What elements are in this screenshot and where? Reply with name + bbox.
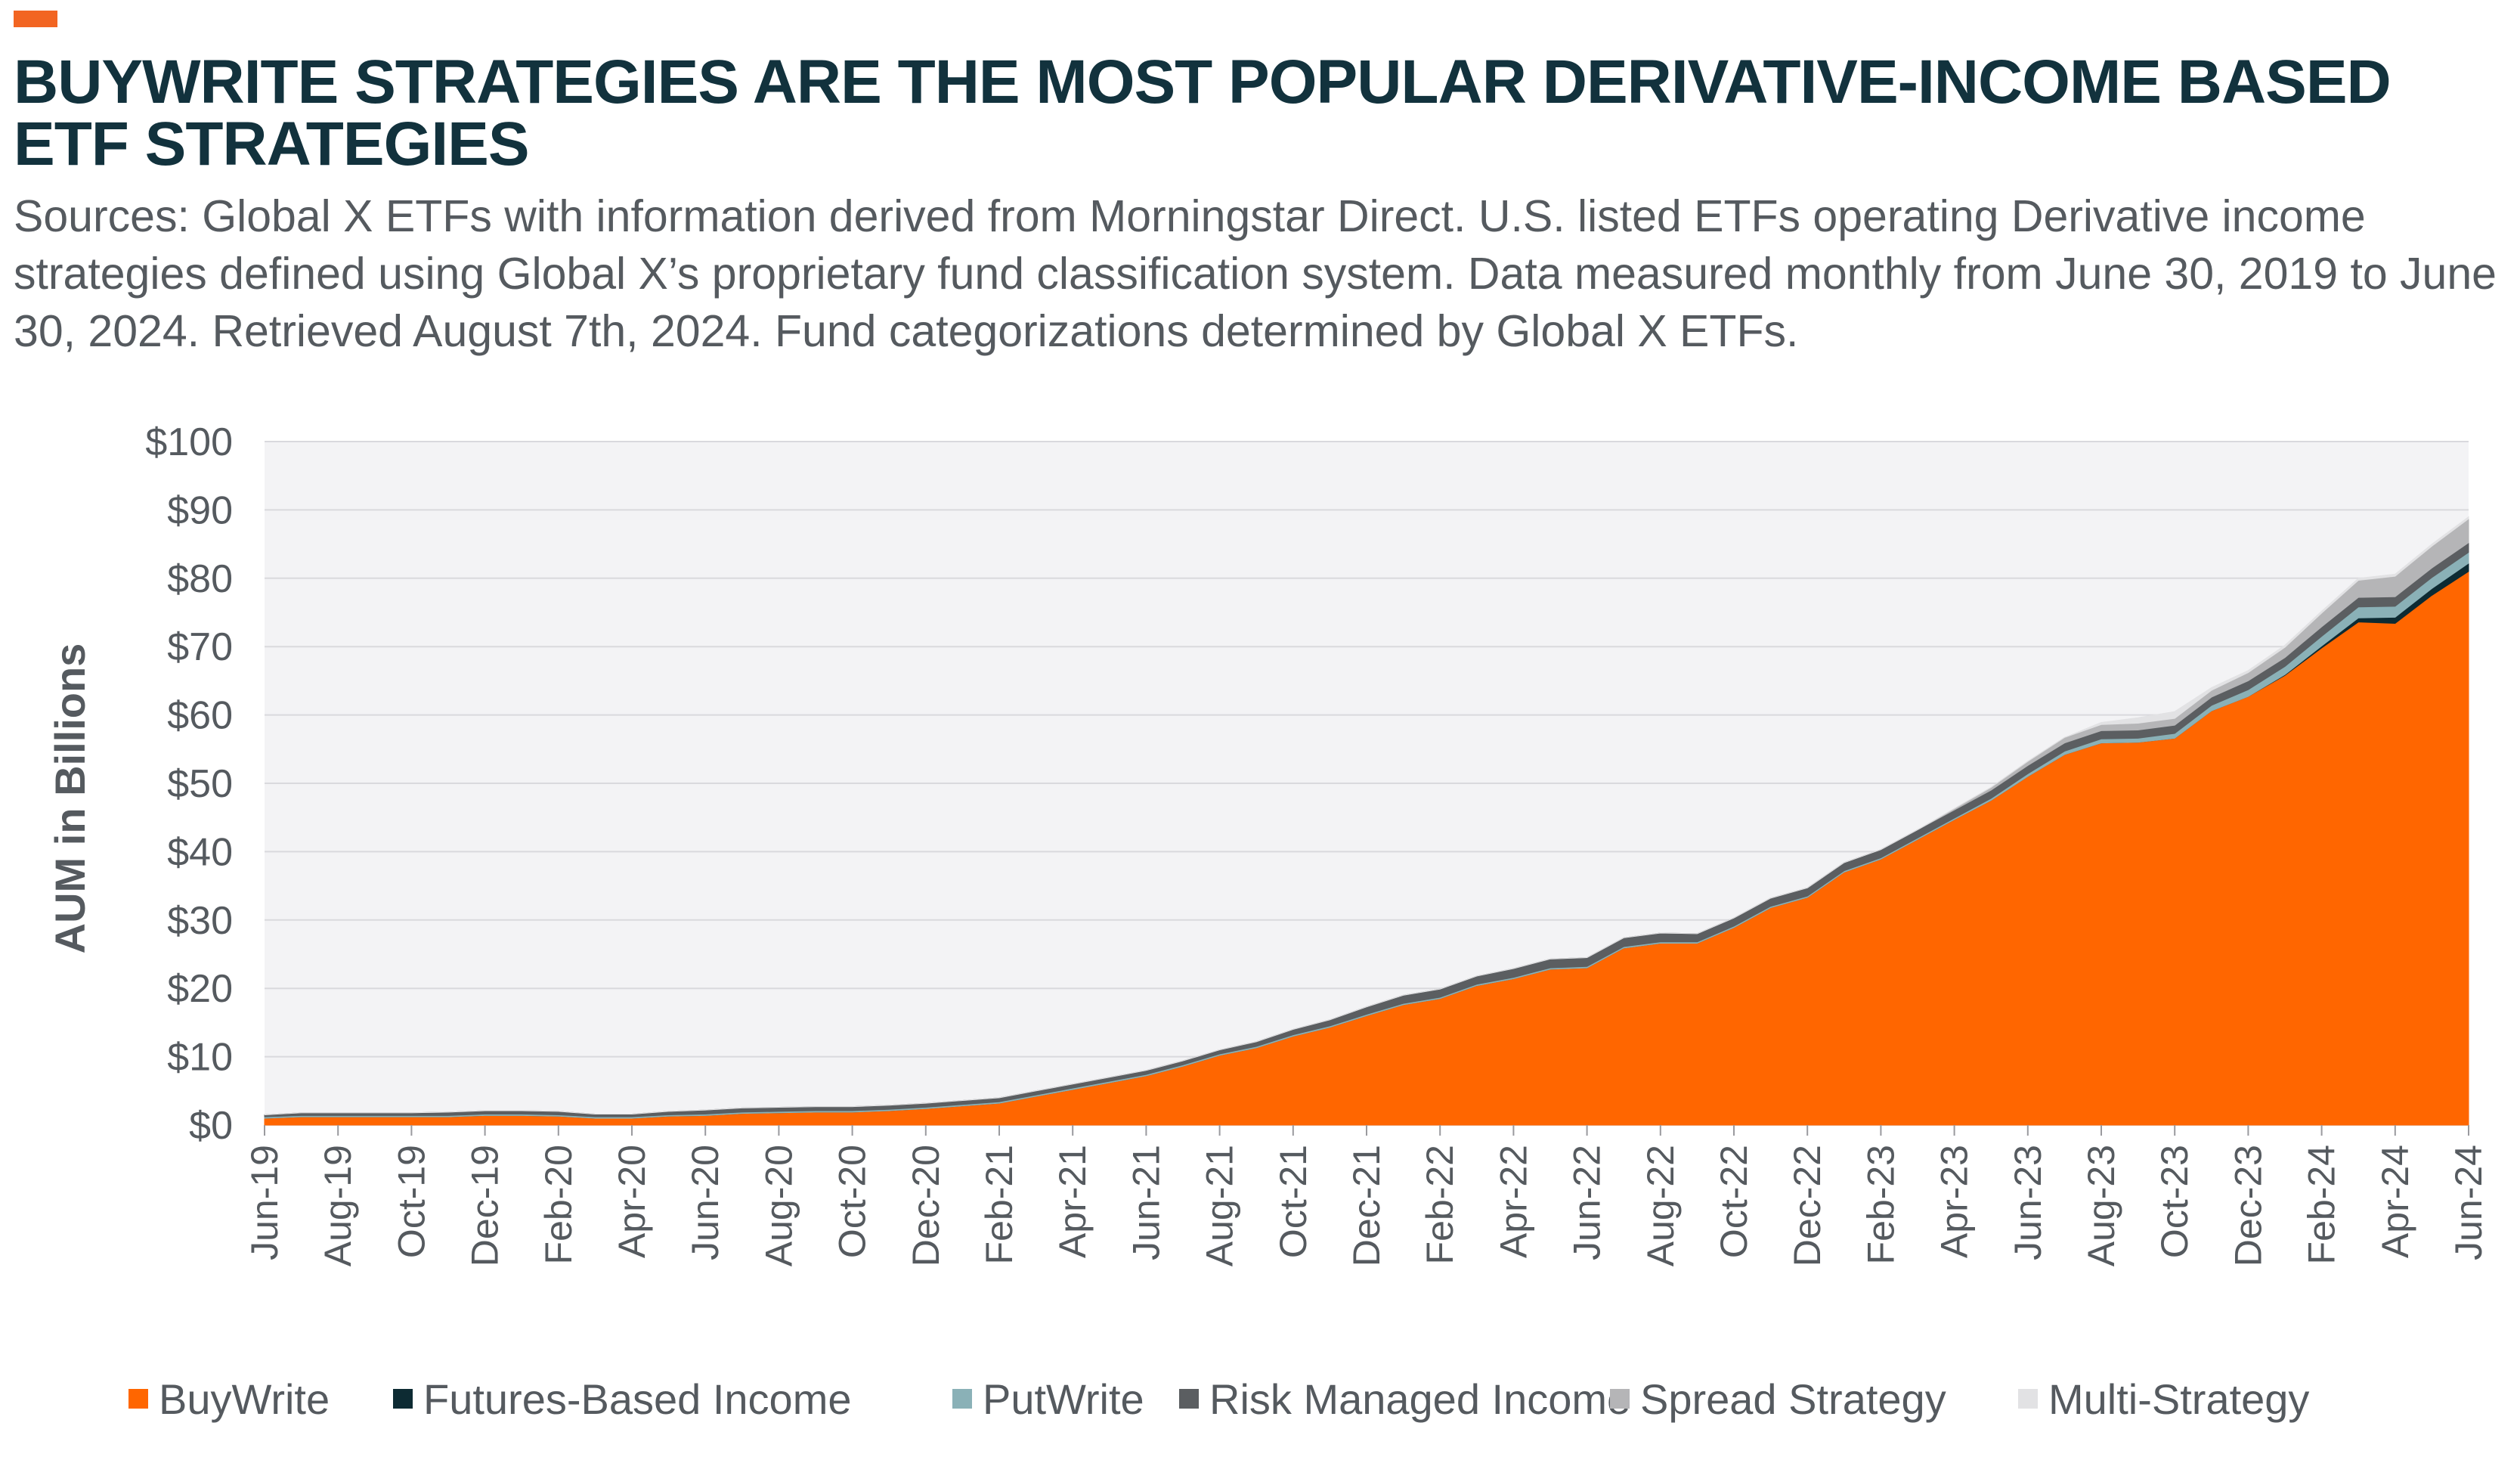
y-tick-label: $30 xyxy=(167,899,233,943)
legend-label: Futures-Based Income xyxy=(423,1375,852,1423)
y-tick-label: $20 xyxy=(167,967,233,1011)
chart-title: BUYWRITE STRATEGIES ARE THE MOST POPULAR… xyxy=(14,48,2392,178)
series-areas xyxy=(264,516,2469,1126)
x-tick-label: Dec-20 xyxy=(905,1145,947,1266)
x-tick-label: Oct-19 xyxy=(390,1145,432,1258)
x-tick-label: Jun-19 xyxy=(243,1145,286,1260)
legend: BuyWrite Futures-Based Income PutWrite Risk… xyxy=(128,1369,2472,1429)
legend-swatch xyxy=(2018,1389,2038,1409)
legend-label: PutWrite xyxy=(983,1375,1144,1423)
legend-swatch xyxy=(128,1389,148,1409)
x-tick-label: Aug-22 xyxy=(1639,1145,1682,1266)
legend-item: Multi-Strategy xyxy=(2018,1369,2309,1429)
y-tick-label: $90 xyxy=(167,488,233,532)
y-tick-label: $60 xyxy=(167,694,233,738)
x-tick-label: Aug-23 xyxy=(2080,1145,2122,1266)
y-tick-label: $70 xyxy=(167,625,233,669)
y-tick-label: $80 xyxy=(167,557,233,601)
y-tick-label: $50 xyxy=(167,762,233,806)
legend-item: PutWrite xyxy=(952,1369,1144,1429)
x-tick-label: Jun-21 xyxy=(1125,1145,1167,1260)
x-tick-label: Apr-24 xyxy=(2374,1145,2416,1258)
legend-item: BuyWrite xyxy=(128,1369,330,1429)
x-tick-label: Feb-21 xyxy=(978,1145,1020,1264)
x-tick-label: Dec-23 xyxy=(2227,1145,2269,1266)
legend-swatch xyxy=(1610,1389,1630,1409)
legend-label: Spread Strategy xyxy=(1640,1375,1946,1423)
area-multi-strategy xyxy=(264,516,2469,1115)
x-tick-label: Oct-23 xyxy=(2153,1145,2196,1258)
legend-item: Futures-Based Income xyxy=(393,1369,851,1429)
legend-label: Multi-Strategy xyxy=(2048,1375,2310,1423)
y-tick-label: $10 xyxy=(167,1036,233,1080)
x-tick-label: Dec-19 xyxy=(464,1145,506,1266)
x-tick-label: Jun-20 xyxy=(684,1145,726,1260)
chart-subtitle: Sources: Global X ETFs with information … xyxy=(14,191,2497,356)
y-axis-ticks: $0 $10 $20 $30 $40 $50 $60 $70 $80 $90 $100 xyxy=(145,420,233,1148)
x-tick-label: Jun-22 xyxy=(1566,1145,1608,1260)
x-tick-label: Dec-22 xyxy=(1786,1145,1828,1266)
x-tick-label: Oct-21 xyxy=(1272,1145,1314,1258)
x-tick-label: Jun-23 xyxy=(2007,1145,2049,1260)
x-tick-label: Dec-21 xyxy=(1345,1145,1388,1266)
legend-label: BuyWrite xyxy=(159,1375,330,1423)
x-tick-label: Feb-24 xyxy=(2301,1145,2343,1264)
x-tick-label: Feb-23 xyxy=(1859,1145,1902,1264)
x-tick-label: Oct-22 xyxy=(1713,1145,1755,1258)
y-tick-label: $40 xyxy=(167,830,233,874)
x-axis-ticks: Jun-19 Aug-19 Oct-19 Dec-19 Feb-20 Apr-20 Jun-… xyxy=(243,1125,2490,1266)
legend-item: Risk Managed Income xyxy=(1179,1369,1630,1429)
legend-swatch xyxy=(393,1389,413,1409)
x-tick-label: Apr-23 xyxy=(1933,1145,1976,1258)
x-tick-label: Feb-20 xyxy=(537,1145,580,1264)
x-tick-label: Aug-21 xyxy=(1199,1145,1241,1266)
x-tick-label: Apr-22 xyxy=(1492,1145,1534,1258)
x-tick-label: Feb-22 xyxy=(1419,1145,1461,1264)
y-tick-label: $0 xyxy=(189,1104,233,1148)
legend-label: Risk Managed Income xyxy=(1209,1375,1631,1423)
x-tick-label: Apr-20 xyxy=(611,1145,653,1258)
accent-bar xyxy=(14,11,57,27)
x-tick-label: Oct-20 xyxy=(831,1145,874,1258)
x-tick-label: Aug-19 xyxy=(317,1145,359,1266)
x-tick-label: Apr-21 xyxy=(1051,1145,1094,1258)
y-tick-label: $100 xyxy=(145,420,233,464)
legend-swatch xyxy=(1179,1389,1199,1409)
y-axis-label: AUM in Billions xyxy=(46,643,94,954)
x-tick-label: Jun-24 xyxy=(2447,1145,2490,1260)
legend-swatch xyxy=(952,1389,972,1409)
x-tick-label: Aug-20 xyxy=(757,1145,800,1266)
legend-item: Spread Strategy xyxy=(1610,1369,1946,1429)
